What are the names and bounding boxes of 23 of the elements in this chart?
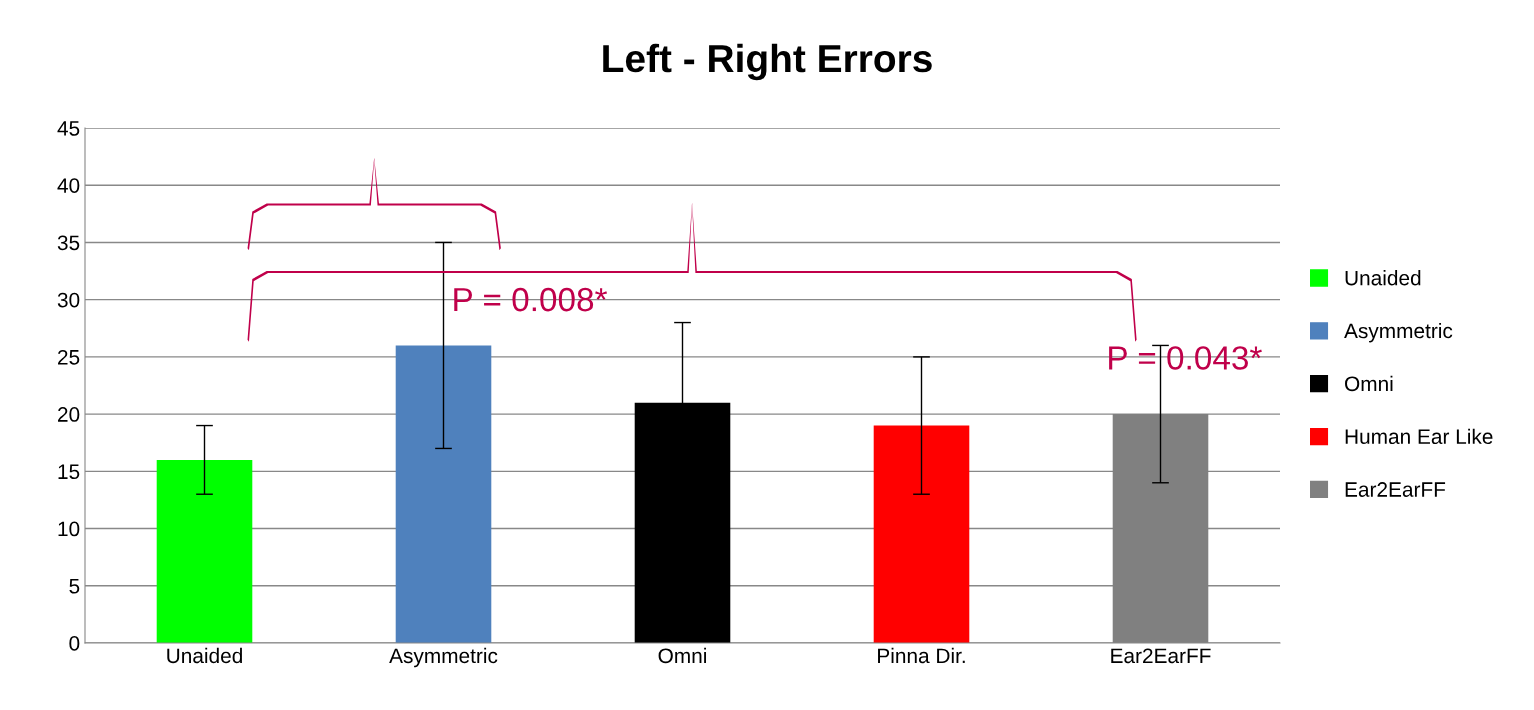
x-tick-label: Pinna Dir. <box>878 647 965 664</box>
x-tick-label: Unaided <box>167 647 242 664</box>
y-tick-label: 0 <box>69 636 80 651</box>
legend-label: Unaided <box>1345 270 1421 286</box>
legend-label: Asymmetric <box>1344 322 1453 343</box>
x-tick-label: Asymmetric <box>389 647 498 668</box>
y-tick-label: 30 <box>57 292 80 308</box>
y-tick-label: 10 <box>58 521 80 537</box>
x-tick-label: Ear2EarFF <box>1111 648 1211 664</box>
x-tick-label: Omni <box>658 647 706 664</box>
chart-title: Left - Right Errors <box>603 43 932 81</box>
y-tick-label: 35 <box>57 235 80 251</box>
annotation: P = 0.008* <box>454 287 608 312</box>
legend-label: Human Ear Like <box>1345 428 1493 445</box>
y-tick-label: 25 <box>58 349 80 365</box>
y-tick-label: 40 <box>57 178 80 193</box>
y-tick-label: 20 <box>58 407 80 422</box>
annotation: P = 0.043* <box>1109 346 1262 370</box>
legend-label: Ear2EarFF <box>1345 482 1446 497</box>
legend-label: Omni <box>1345 375 1393 392</box>
y-tick-label: 45 <box>57 121 80 136</box>
y-tick-label: 15 <box>58 464 80 480</box>
y-tick-label: 5 <box>69 578 80 594</box>
